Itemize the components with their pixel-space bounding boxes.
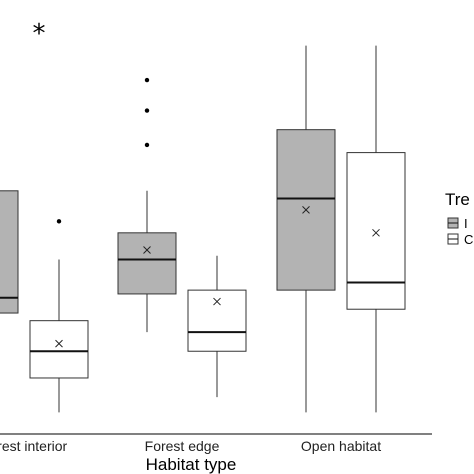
outlier-point: [56, 219, 62, 224]
box-group: [29, 219, 89, 413]
significance-asterisk: *: [33, 19, 46, 49]
x-tick-label: Forest edge: [145, 438, 220, 454]
mean-marker: [55, 339, 63, 348]
box-group: [346, 45, 406, 413]
legend-title: Tre: [445, 190, 470, 209]
legend-item: C: [447, 232, 473, 247]
box-iqr: [117, 232, 177, 295]
mean-marker: [302, 206, 310, 214]
box-group: [117, 77, 177, 333]
box-group: [276, 45, 336, 413]
box-iqr: [0, 190, 19, 314]
mean-marker: [372, 228, 380, 237]
legend: IC: [447, 216, 473, 247]
box-group: [0, 190, 19, 314]
mean-marker: [213, 297, 221, 306]
legend-item: I: [447, 216, 468, 231]
box-iqr: [346, 152, 406, 310]
mean-marker: [143, 246, 151, 254]
box-iqr: [187, 289, 247, 352]
x-axis-title: Habitat type: [146, 455, 237, 474]
outlier-point: [144, 108, 150, 113]
box-iqr: [29, 320, 89, 379]
boxes-layer: [0, 45, 406, 413]
outlier-point: [144, 77, 150, 83]
x-tick-labels: Forest interior Forest edge Open habitat: [0, 438, 381, 454]
legend-label: I: [464, 216, 468, 231]
x-tick-label: Open habitat: [301, 438, 381, 454]
box-group: [187, 255, 247, 398]
x-tick-label: Forest interior: [0, 438, 68, 454]
outlier-point: [144, 142, 150, 148]
legend-label: C: [464, 232, 473, 247]
